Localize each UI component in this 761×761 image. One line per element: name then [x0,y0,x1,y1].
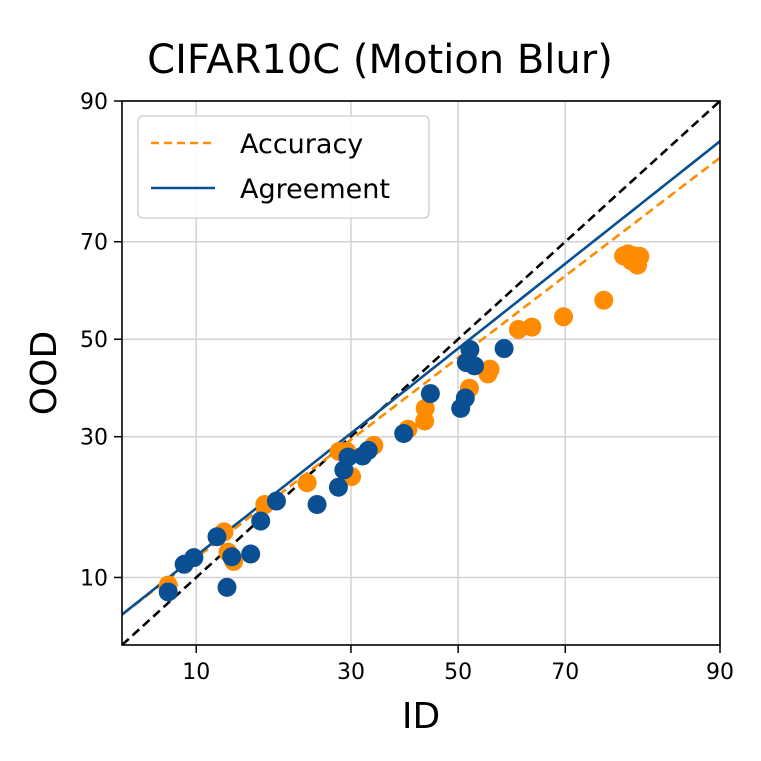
accuracy-fit-line [122,156,720,617]
agreement-point [222,547,242,567]
agreement-point [420,384,440,404]
agreement-point [217,577,237,597]
agreement-point [251,511,271,531]
agreement-point [358,440,378,460]
x-tick-label: 10 [182,660,210,685]
x-axis-ticks: 10 30 50 70 90 [182,645,734,685]
y-tick-label: 10 [80,566,108,591]
plot-area-frame [121,100,721,646]
agreement-point [465,356,485,376]
agreement-point [460,339,480,359]
y-axis-ticks: 10 30 50 70 90 [80,90,122,591]
y-tick-label: 30 [80,426,108,451]
agreement-point [394,424,414,444]
data-points [158,244,650,602]
agreement-point [241,544,261,564]
x-axis-label: ID [402,696,440,737]
y-tick-label: 90 [80,90,108,115]
y-axis-label: OOD [24,331,65,415]
agreement-point [266,491,286,511]
x-tick-label: 50 [444,660,472,685]
agreement-point [207,527,227,547]
legend: Accuracy Agreement [137,115,430,219]
accuracy-point [415,398,435,418]
agreement-point [494,339,514,359]
agreement-point [328,477,348,497]
agreement-point [307,494,327,514]
y-tick-label: 50 [80,328,108,353]
legend-agreement-label: Agreement [240,174,390,205]
accuracy-point [480,359,500,379]
agreement-point [455,388,475,408]
accuracy-point [522,317,542,337]
accuracy-point [554,307,574,327]
accuracy-point [297,473,317,493]
x-tick-label: 90 [706,660,734,685]
accuracy-point [594,290,614,310]
legend-box [137,115,430,219]
y-tick-label: 70 [80,231,108,256]
agreement-point [184,548,204,568]
x-tick-label: 30 [337,660,365,685]
legend-accuracy-label: Accuracy [240,129,363,160]
chart-title: CIFAR10C (Motion Blur) [147,37,613,83]
accuracy-point [630,246,650,266]
agreement-point [338,447,358,467]
x-tick-label: 70 [551,660,579,685]
agreement-point [158,582,178,602]
